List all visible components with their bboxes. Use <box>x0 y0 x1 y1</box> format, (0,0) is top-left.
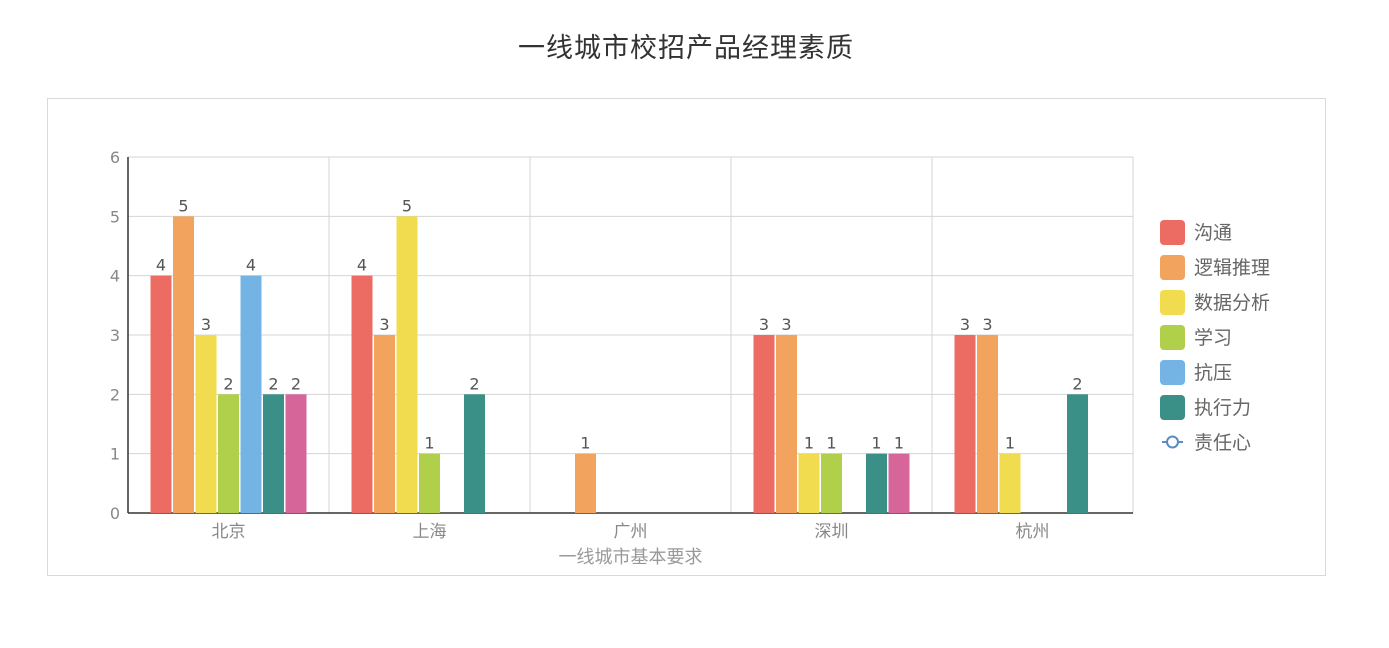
bar <box>263 394 284 513</box>
y-tick-label: 3 <box>110 326 120 345</box>
data-label: 1 <box>894 434 904 453</box>
data-label: 3 <box>201 315 211 334</box>
x-tick-label: 上海 <box>413 522 447 542</box>
y-tick-label: 6 <box>110 148 120 167</box>
bar <box>464 394 485 513</box>
data-label: 1 <box>1005 434 1015 453</box>
data-label: 4 <box>357 256 367 275</box>
data-label: 3 <box>759 315 769 334</box>
data-label: 2 <box>469 374 479 393</box>
data-label: 1 <box>424 434 434 453</box>
legend-label: 执行力 <box>1194 397 1251 419</box>
y-tick-label: 4 <box>110 267 120 286</box>
data-label: 1 <box>826 434 836 453</box>
bar <box>173 216 194 513</box>
bar <box>396 216 418 513</box>
data-label: 1 <box>804 434 814 453</box>
data-label: 2 <box>268 374 278 393</box>
data-label: 1 <box>580 434 590 453</box>
bar <box>888 453 910 513</box>
x-tick-label: 北京 <box>212 522 246 542</box>
legend-swatch <box>1160 255 1185 280</box>
data-label: 4 <box>246 256 256 275</box>
data-label: 5 <box>402 196 412 215</box>
x-tick-label: 杭州 <box>1016 522 1050 542</box>
bar <box>753 335 775 513</box>
legend-label: 逻辑推理 <box>1194 257 1270 279</box>
bar <box>419 453 440 513</box>
bar <box>374 335 395 513</box>
legend-label: 数据分析 <box>1194 292 1270 314</box>
legend-swatch <box>1160 395 1185 420</box>
data-label: 5 <box>178 196 188 215</box>
data-label: 4 <box>156 256 166 275</box>
legend-label: 沟通 <box>1194 222 1232 244</box>
y-tick-label: 2 <box>110 385 120 404</box>
bar <box>285 394 307 513</box>
legend-swatch <box>1160 290 1185 315</box>
bar <box>776 335 797 513</box>
bar <box>999 453 1021 513</box>
legend-label: 学习 <box>1194 327 1232 349</box>
bar <box>798 453 820 513</box>
x-axis-title: 一线城市基本要求 <box>559 547 703 568</box>
bar <box>954 335 976 513</box>
data-label: 3 <box>781 315 791 334</box>
bar <box>977 335 998 513</box>
bar <box>195 335 217 513</box>
data-label: 2 <box>223 374 233 393</box>
data-label: 2 <box>291 374 301 393</box>
y-tick-label: 1 <box>110 445 120 464</box>
legend-swatch <box>1160 360 1185 385</box>
chart-frame: 0 1 2 3 4 5 6 4 5 3 2 4 2 2 北京 4 3 5 1 2 上海 1 广州 3 3 1 1 1 1 深圳 3 3 1 2 杭州… <box>47 98 1326 576</box>
bar <box>150 275 172 513</box>
bar <box>240 275 262 513</box>
bar <box>866 453 887 513</box>
bar <box>218 394 239 513</box>
y-tick-label: 5 <box>110 207 120 226</box>
bar <box>1067 394 1088 513</box>
legend-marker <box>1166 435 1179 449</box>
bar <box>575 453 596 513</box>
bar <box>351 275 373 513</box>
x-tick-label: 深圳 <box>815 522 849 542</box>
y-tick-label: 0 <box>110 504 120 523</box>
bar <box>821 453 842 513</box>
legend-swatch <box>1160 325 1185 350</box>
data-label: 3 <box>379 315 389 334</box>
legend-label: 责任心 <box>1194 432 1251 454</box>
data-label: 1 <box>871 434 881 453</box>
data-label: 3 <box>982 315 992 334</box>
legend-swatch <box>1160 220 1185 245</box>
legend-label: 抗压 <box>1194 362 1232 384</box>
data-label: 3 <box>960 315 970 334</box>
chart-title: 一线城市校招产品经理素质 <box>518 33 854 64</box>
x-tick-label: 广州 <box>614 522 648 542</box>
data-label: 2 <box>1072 374 1082 393</box>
